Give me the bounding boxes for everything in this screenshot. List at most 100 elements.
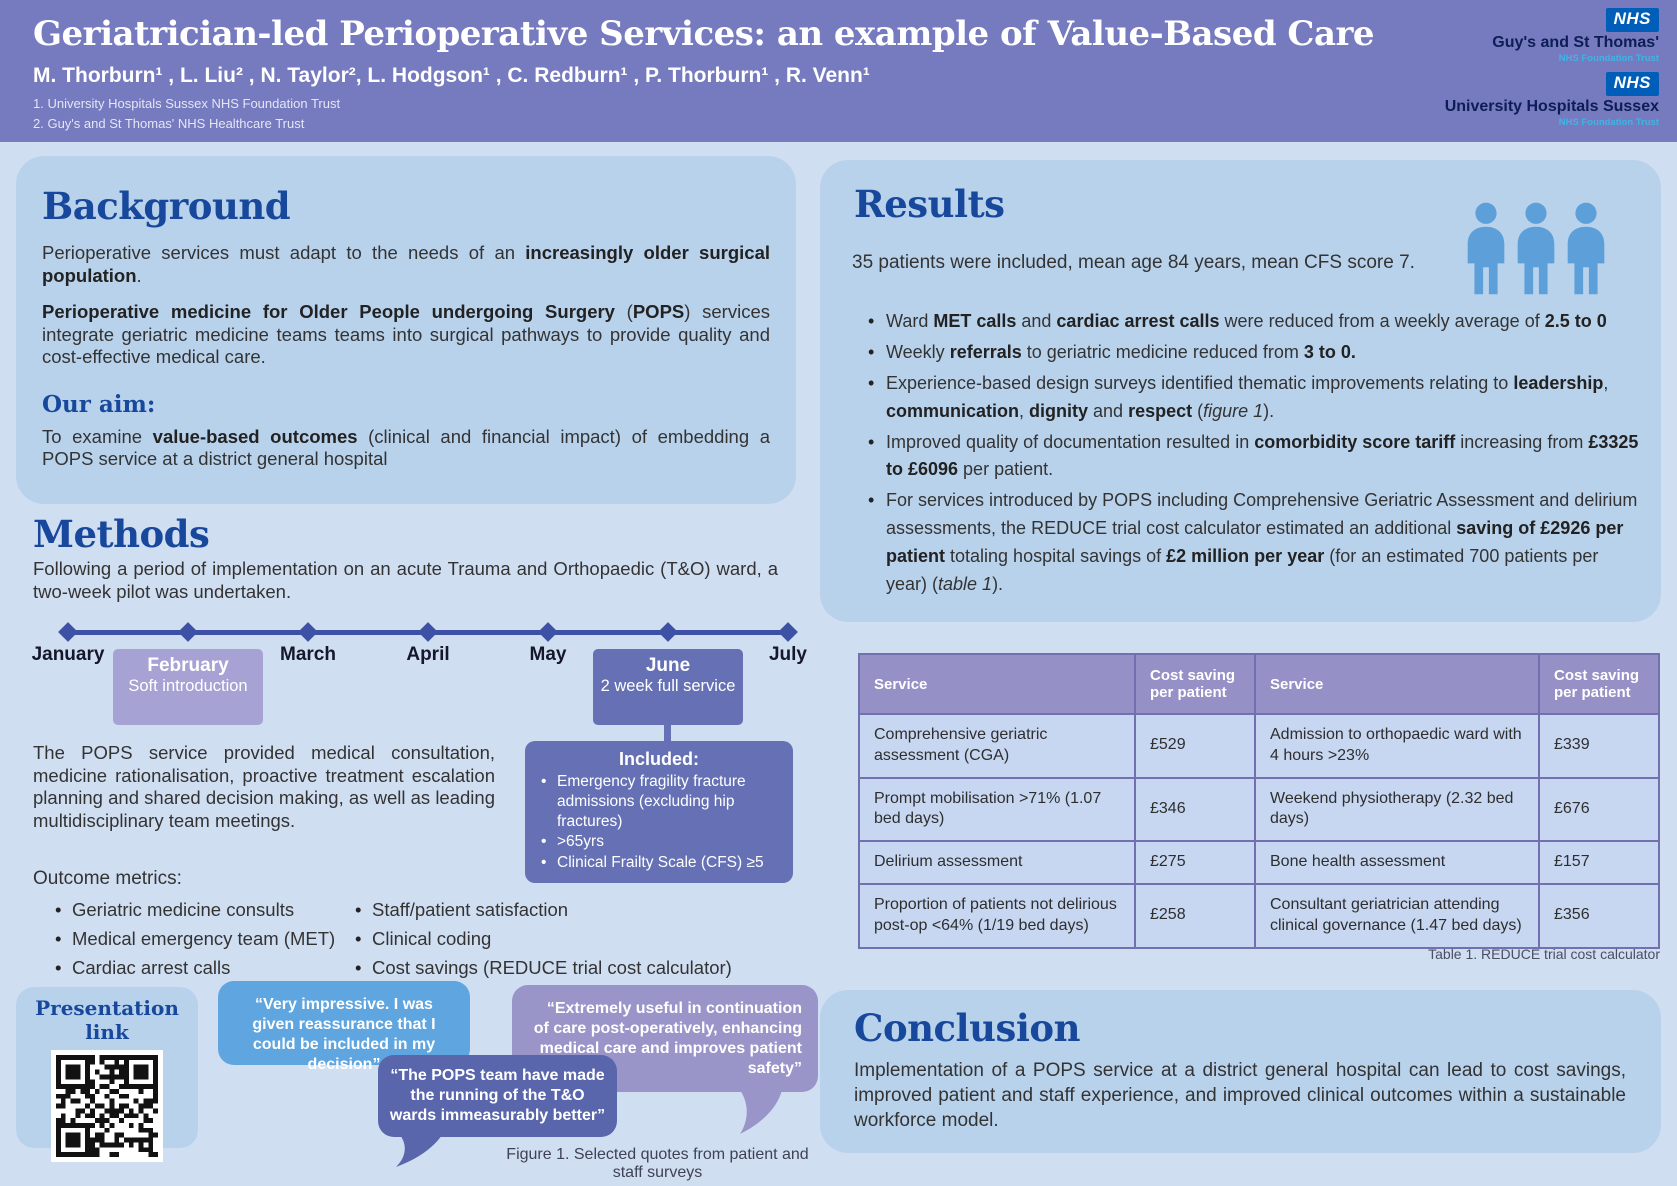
quote-bubble-2-tail	[738, 1090, 782, 1134]
table-cell: £339	[1538, 713, 1660, 779]
qr-code[interactable]	[51, 1050, 163, 1162]
list-item: Clinical Frailty Scale (CFS) ≥5	[541, 853, 785, 873]
presentation-link-label: Presentation link	[35, 996, 179, 1044]
nhs-icon: NHS	[1605, 72, 1659, 96]
table-cell: Consultant geriatrician attending clinic…	[1254, 882, 1540, 949]
timeline-marker-march	[298, 622, 318, 642]
figure-caption: Figure 1. Selected quotes from patient a…	[506, 1146, 809, 1181]
table-cell: Delirium assessment	[858, 840, 1136, 885]
conclusion-section: Conclusion Implementation of a POPS serv…	[820, 990, 1661, 1153]
cost-saving-table: Service Cost saving per patient Service Cos…	[858, 653, 1660, 949]
timeline-marker-june	[658, 622, 678, 642]
timeline-label-july: July	[768, 644, 808, 665]
june-box-title: June	[645, 655, 691, 676]
table-row: Proportion of patients not delirious pos…	[858, 882, 1660, 949]
table-cell: Comprehensive geriatric assessment (CGA)	[858, 713, 1136, 779]
included-list: Emergency fragility fracture admissions …	[533, 772, 785, 873]
methods-intro: Following a period of implementation on …	[33, 558, 778, 602]
quote-text: “Extremely useful in continuation of car…	[533, 1000, 802, 1077]
nhs-logo-university-hospitals-sussex: NHS University Hospitals Sussex NHS Foun…	[1399, 72, 1659, 128]
table-header-row: Service Cost saving per patient Service Cos…	[858, 653, 1660, 715]
timeline-marker-april	[418, 622, 438, 642]
logo-block: NHS Guy's and St Thomas' NHS Foundation …	[1399, 8, 1659, 136]
timeline-marker-january	[58, 622, 78, 642]
table-cell: £356	[1538, 882, 1660, 949]
list-item: Weekly referrals to geriatric medicine r…	[868, 339, 1642, 367]
table-cell: £676	[1538, 776, 1660, 843]
logo-org-name: University Hospitals Sussex	[1444, 98, 1659, 115]
background-heading: Background	[42, 184, 291, 228]
conclusion-heading: Conclusion	[854, 1006, 1080, 1050]
header: Geriatrician-led Perioperative Services:…	[0, 0, 1677, 142]
background-paragraph-2: Perioperative medicine for Older People …	[42, 301, 770, 368]
timeline-label-january: January	[31, 644, 105, 665]
conclusion-text: Implementation of a POPS service at a di…	[854, 1060, 1626, 1132]
table-cell: £529	[1134, 713, 1256, 779]
affiliation-2: 2. Guy's and St Thomas' NHS Healthcare T…	[33, 116, 305, 132]
outcome-metrics-column-1: Geriatric medicine consults Medical emerg…	[52, 898, 372, 985]
list-item: Clinical coding	[355, 927, 802, 950]
list-item: Improved quality of documentation result…	[868, 429, 1642, 485]
table-row: Comprehensive geriatric assessment (CGA)…	[858, 713, 1660, 779]
list-item: For services introduced by POPS includin…	[868, 487, 1642, 599]
logo-sub-name: NHS Foundation Trust	[1558, 117, 1659, 128]
timeline-label-may: May	[529, 644, 567, 665]
list-item: Geriatric medicine consults	[55, 898, 372, 921]
affiliation-1: 1. University Hospitals Sussex NHS Found…	[33, 96, 341, 111]
results-section: Results 35 patients were included, mean …	[820, 160, 1661, 622]
quote-text: “Very impressive. I was given reassuranc…	[252, 996, 436, 1073]
timeline-marker-february	[178, 622, 198, 642]
affiliations: 1. University Hospitals Sussex NHS Found…	[33, 94, 340, 134]
list-item: >65yrs	[541, 832, 785, 852]
table-cell: £275	[1134, 840, 1256, 885]
table-body: Comprehensive geriatric assessment (CGA)…	[858, 713, 1660, 949]
logo-sub-name: NHS Foundation Trust	[1558, 53, 1659, 64]
list-item: Cardiac arrest calls	[55, 956, 372, 979]
table-cell: £346	[1134, 776, 1256, 843]
quote-text: “The POPS team have made the running of …	[389, 1067, 606, 1124]
results-bullet-list: Ward MET calls and cardiac arrest calls …	[868, 308, 1642, 602]
logo-org-name: Guy's and St Thomas'	[1492, 34, 1659, 51]
quote-bubble-3-tail	[396, 1135, 442, 1167]
table-cell: Weekend physiotherapy (2.32 bed days)	[1254, 776, 1540, 843]
included-title: Included:	[619, 749, 699, 769]
table-cell: £157	[1538, 840, 1660, 885]
aim-paragraph: To examine value-based outcomes (clinica…	[42, 425, 771, 470]
nhs-icon: NHS	[1605, 8, 1659, 32]
february-box-subtitle: Soft introduction	[128, 677, 248, 696]
timeline-february-box: February Soft introduction	[113, 649, 263, 725]
list-item: Service	[858, 653, 1136, 715]
table-cell: Admission to orthopaedic ward with 4 hou…	[1254, 713, 1540, 779]
table-cell: £258	[1134, 882, 1256, 949]
included-box: Included: Emergency fragility fracture a…	[525, 741, 793, 883]
aim-heading: Our aim:	[42, 390, 156, 418]
person-icon	[1517, 202, 1555, 295]
timeline-label-april: April	[406, 644, 450, 665]
table-cell: Bone health assessment	[1254, 840, 1540, 885]
june-included-connector	[664, 724, 671, 744]
list-item: Staff/patient satisfaction	[355, 898, 802, 921]
results-intro: 35 patients were included, mean age 84 y…	[852, 252, 1415, 273]
outcome-metrics-label: Outcome metrics:	[33, 868, 182, 889]
nhs-logo-guys-st-thomas: NHS Guy's and St Thomas' NHS Foundation …	[1399, 8, 1659, 64]
list-item: Cost savings (REDUCE trial cost calculat…	[355, 956, 802, 979]
list-item: Ward MET calls and cardiac arrest calls …	[868, 308, 1642, 336]
list-item: Service	[1254, 653, 1540, 715]
table-caption: Table 1. REDUCE trial cost calculator	[1428, 946, 1660, 962]
background-paragraph-1: Perioperative services must adapt to the…	[42, 242, 770, 286]
quote-bubble-3: “The POPS team have made the running of …	[378, 1055, 617, 1137]
authors: M. Thorburn¹ , L. Liu² , N. Taylor², L. …	[33, 64, 870, 87]
results-heading: Results	[854, 182, 1005, 226]
quote-bubble-1: “Very impressive. I was given reassuranc…	[218, 981, 470, 1073]
timeline-marker-may	[538, 622, 558, 642]
person-icon	[1467, 202, 1505, 295]
list-item: Cost saving per patient	[1538, 653, 1660, 715]
list-item: Emergency fragility fracture admissions …	[541, 772, 785, 832]
table-cell: Proportion of patients not delirious pos…	[858, 882, 1136, 949]
person-icon	[1567, 202, 1605, 295]
list-item: Medical emergency team (MET)	[55, 927, 372, 950]
table-row: Prompt mobilisation >71% (1.07 bed days)…	[858, 776, 1660, 843]
timeline-label-march: March	[280, 644, 336, 665]
background-section: Background Perioperative services must a…	[16, 156, 796, 504]
